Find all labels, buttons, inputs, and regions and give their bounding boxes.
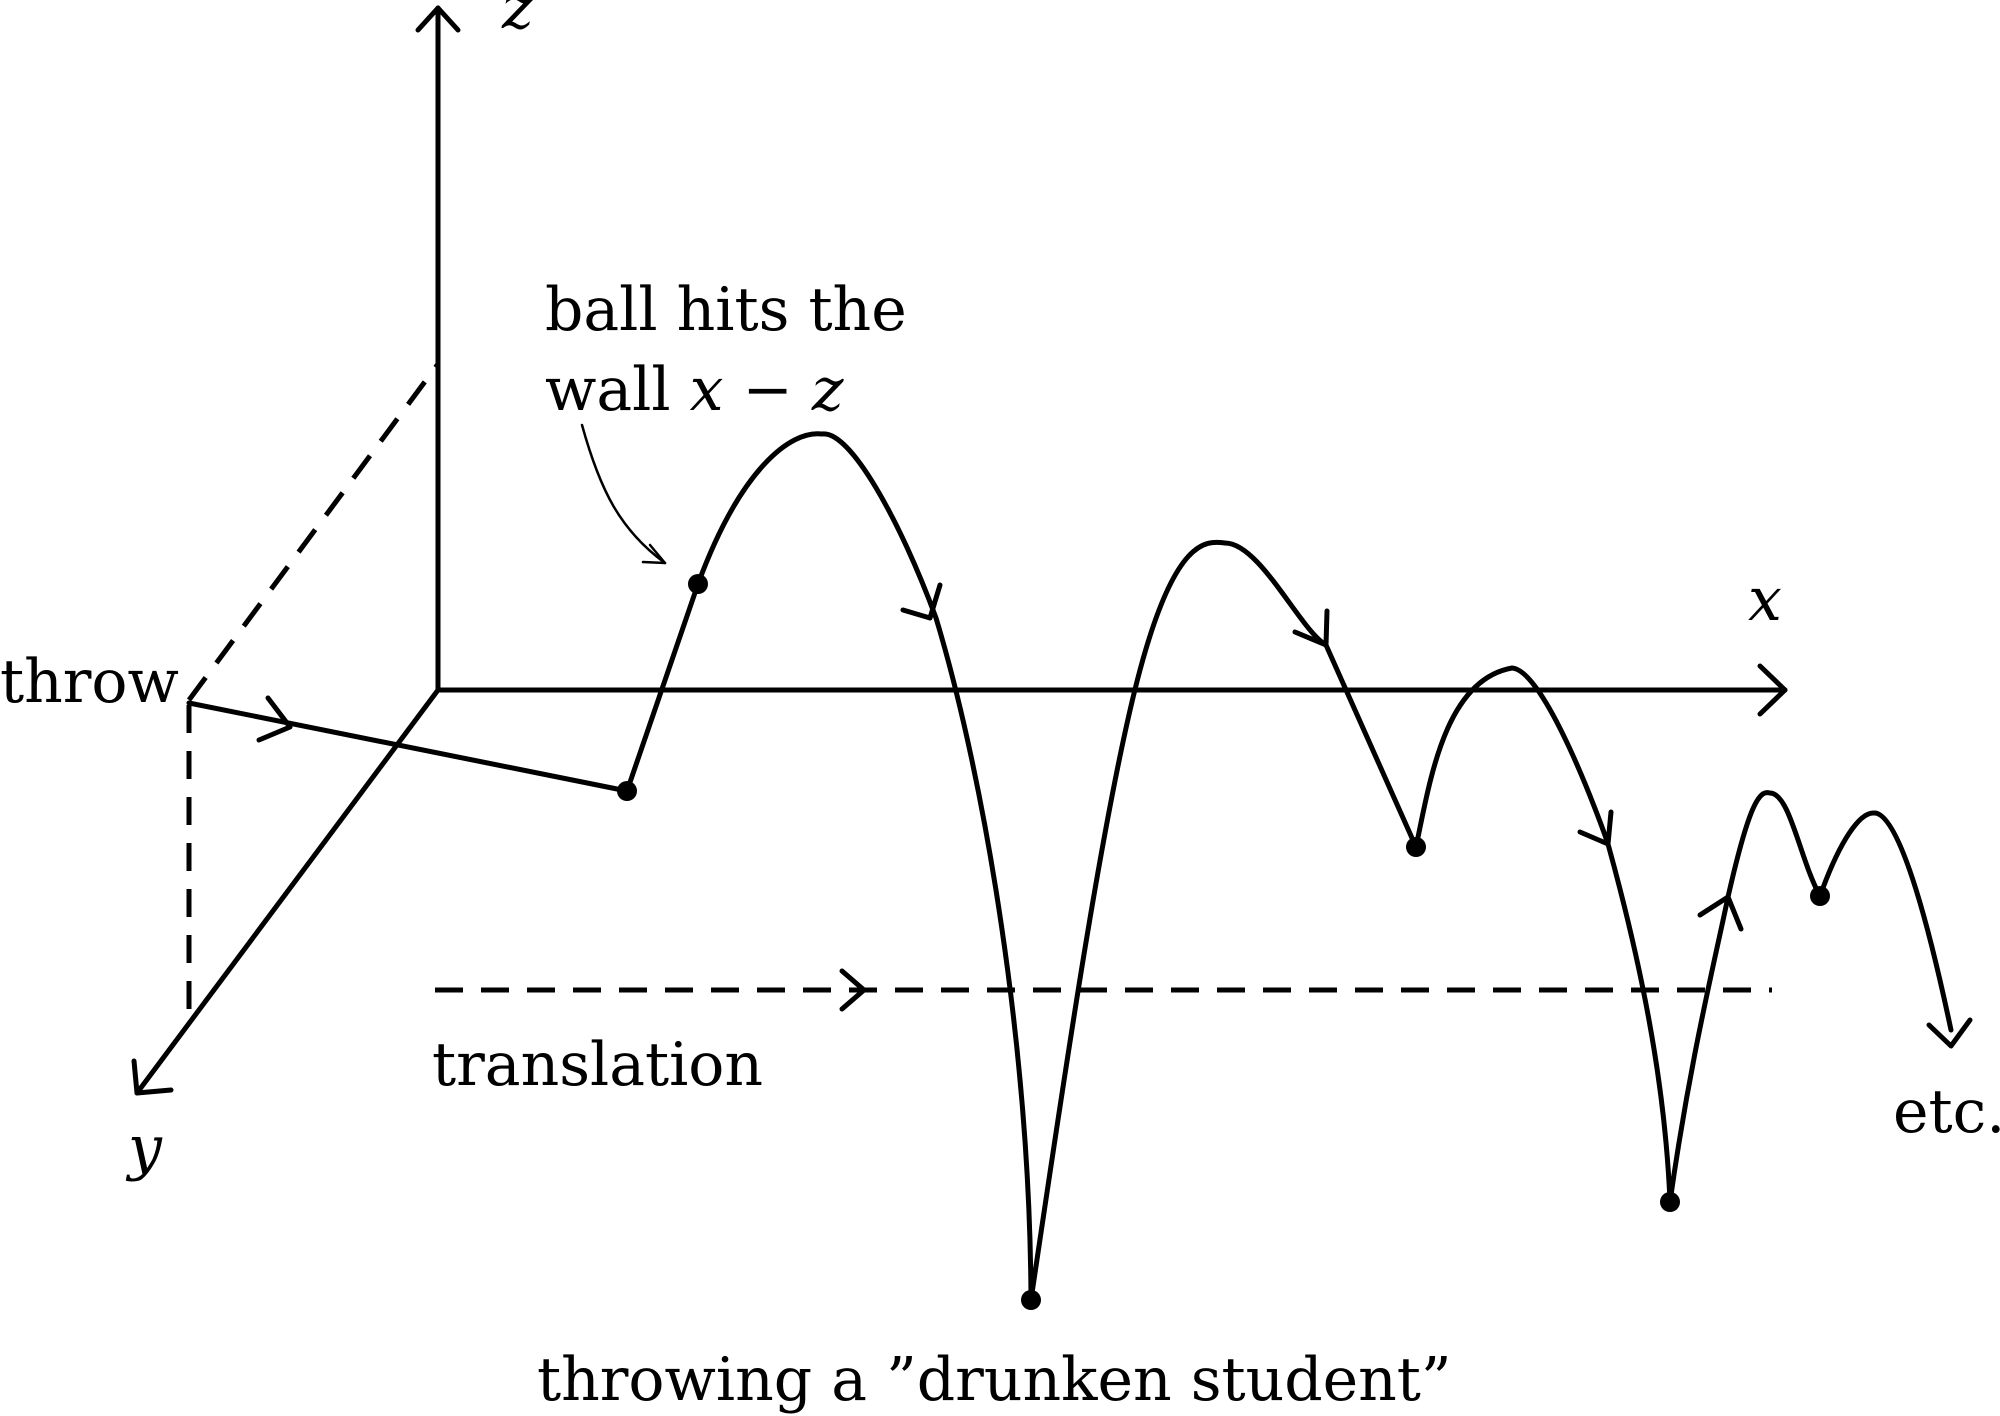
etc-label: etc.	[1893, 1077, 2000, 1147]
impact-points	[617, 574, 1830, 1310]
direction-arrow-third-descent	[1577, 809, 1614, 847]
wall-hit-label-math: x − z	[690, 355, 844, 425]
x-axis-label: x	[1748, 565, 1782, 635]
bounce-dot-2	[1406, 837, 1426, 857]
wall-hit-label-line2: wall x − z	[545, 355, 844, 425]
translation-label: translation	[432, 1030, 763, 1100]
direction-arrows	[256, 582, 1973, 1049]
bounce-dot-4	[1810, 886, 1830, 906]
wall-hit-callout-arrowhead	[641, 543, 667, 565]
direction-arrow-throw	[256, 695, 293, 743]
translation-arrowhead	[839, 968, 867, 1012]
y-axis	[134, 687, 441, 1096]
wall-hit-label-line1: ball hits the	[545, 275, 907, 345]
wall-hit-label-word: wall	[545, 355, 690, 425]
floor-bounce-dot-1	[617, 781, 637, 801]
direction-arrow-first-descent	[900, 582, 943, 621]
bounce-dot-3	[1660, 1192, 1680, 1212]
direction-arrow-final	[1926, 1017, 1973, 1049]
x-axis-arrowhead	[1757, 663, 1788, 717]
wall-hit-dot	[688, 574, 708, 594]
ball-trajectory	[186, 431, 1954, 1303]
bounce-dot-deep	[1021, 1290, 1041, 1310]
z-axis-label: z	[501, 0, 534, 43]
throw-projection-diagonal	[186, 362, 441, 702]
wall-hit-callout-arrow	[580, 423, 667, 565]
direction-arrow-second-descent	[1292, 608, 1330, 648]
diagram-caption: throwing a ”drunken student”	[537, 1345, 1452, 1415]
y-axis-arrowhead	[131, 1058, 174, 1096]
throw-label: throw	[0, 647, 179, 717]
z-axis-arrowhead	[415, 5, 461, 33]
direction-arrow-ascent	[1697, 894, 1744, 932]
axes	[131, 5, 1788, 1096]
y-axis-label: y	[125, 1113, 163, 1183]
